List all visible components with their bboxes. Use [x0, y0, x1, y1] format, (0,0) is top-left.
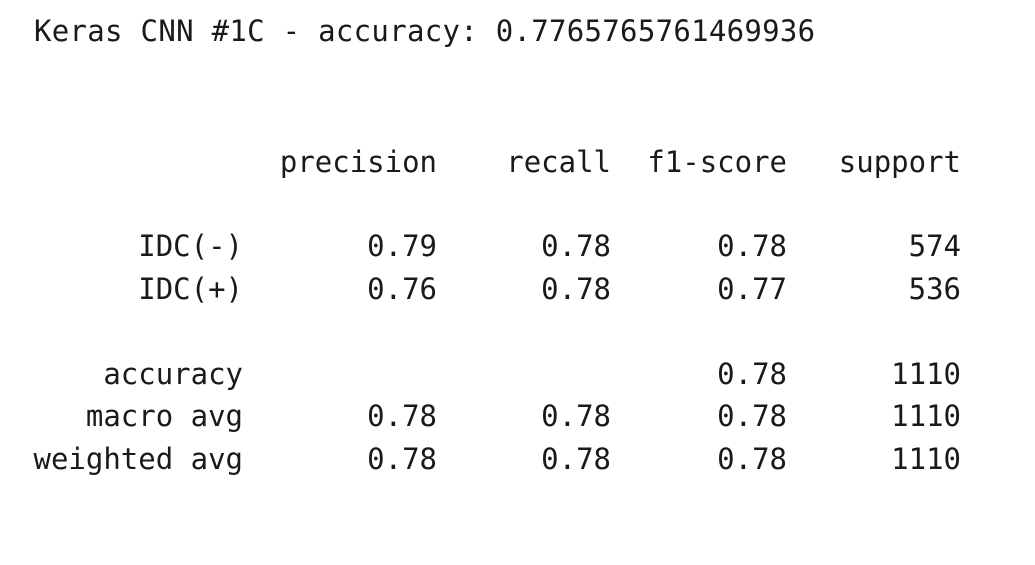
summary-f1-score: 0.78 — [717, 357, 787, 391]
row-support: 574 — [908, 229, 961, 263]
row-precision: 0.79 — [367, 229, 437, 263]
summary-support: 1110 — [891, 357, 961, 391]
header-precision: precision — [279, 145, 437, 179]
row-recall: 0.78 — [541, 229, 611, 263]
summary-f1-score: 0.78 — [717, 442, 787, 476]
row-precision: 0.76 — [367, 272, 437, 306]
summary-precision: 0.78 — [367, 399, 437, 433]
summary-recall: 0.78 — [541, 442, 611, 476]
row-f1-score: 0.78 — [717, 229, 787, 263]
summary-precision: 0.78 — [367, 442, 437, 476]
header-support: support — [838, 145, 961, 179]
summary-f1-score: 0.78 — [717, 399, 787, 433]
summary-support: 1110 — [891, 442, 961, 476]
report-title: Keras CNN #1C - accuracy: 0.776576576146… — [34, 14, 816, 48]
row-label: IDC(-) — [138, 229, 243, 263]
row-support: 536 — [908, 272, 961, 306]
header-f1-score: f1-score — [647, 145, 787, 179]
row-label: IDC(+) — [138, 272, 243, 306]
summary-label: macro avg — [85, 399, 243, 433]
header-recall: recall — [506, 145, 611, 179]
row-f1-score: 0.77 — [717, 272, 787, 306]
summary-recall: 0.78 — [541, 399, 611, 433]
summary-label: accuracy — [103, 357, 243, 391]
summary-support: 1110 — [891, 399, 961, 433]
row-recall: 0.78 — [541, 272, 611, 306]
summary-label: weighted avg — [33, 442, 243, 476]
